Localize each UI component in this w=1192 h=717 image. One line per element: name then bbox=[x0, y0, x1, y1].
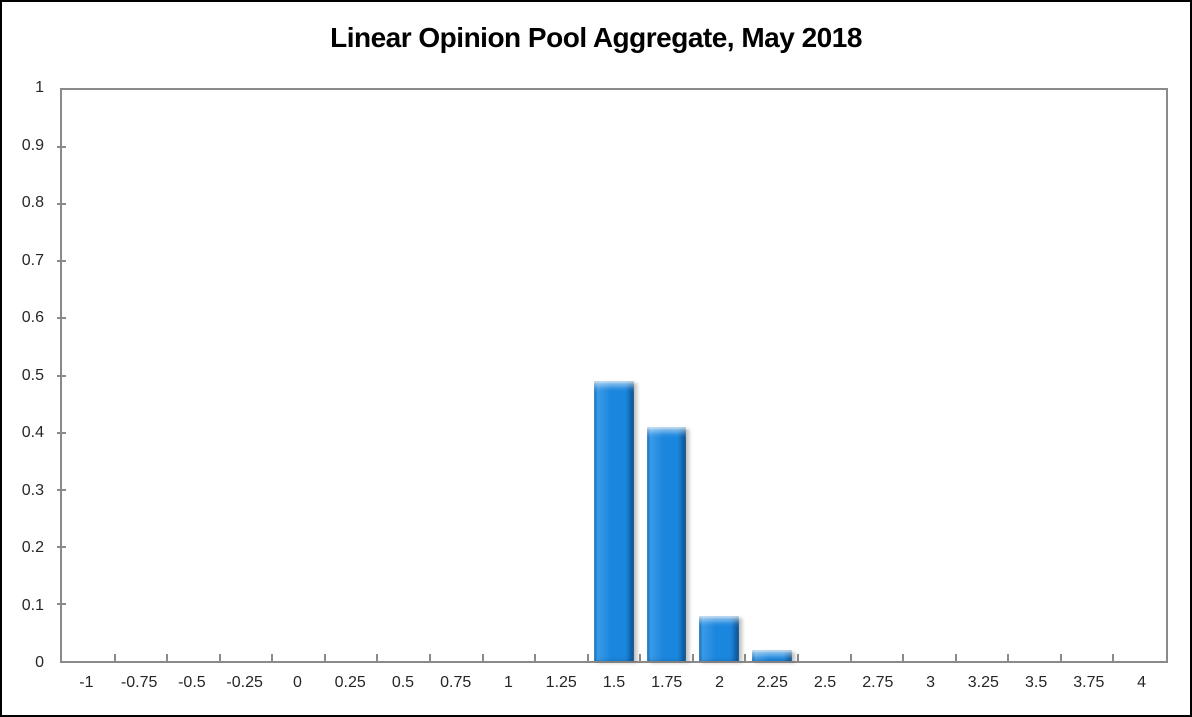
y-axis-tick-mark bbox=[57, 374, 66, 377]
x-axis-tick-label: 3.5 bbox=[1024, 674, 1048, 691]
x-axis-tick-mark bbox=[586, 654, 589, 663]
x-axis-tick-label: 0.75 bbox=[440, 674, 472, 691]
x-axis-tick-label: 2 bbox=[715, 674, 724, 691]
y-axis-tick-mark bbox=[57, 431, 66, 434]
x-axis-tick-label: 1.75 bbox=[651, 674, 683, 691]
x-axis-tick-mark bbox=[1059, 654, 1062, 663]
y-axis-tick-label: 0.3 bbox=[21, 481, 44, 499]
x-axis-tick-label: 2.5 bbox=[813, 674, 837, 691]
x-axis-labels: -1 -0.75 -0.5 -0.25 0 0.25 0.5 0.75 1 1.25 1.5 1.75… bbox=[60, 674, 1168, 698]
y-axis-tick-label: 0.9 bbox=[21, 136, 44, 154]
y-axis-tick-label: 0.4 bbox=[21, 424, 44, 441]
x-axis-tick-mark bbox=[429, 654, 431, 663]
x-axis-tick-mark bbox=[323, 654, 326, 663]
x-axis-tick-mark bbox=[376, 654, 379, 663]
y-axis-tick-mark bbox=[57, 317, 66, 320]
x-axis-tick-mark bbox=[744, 654, 747, 663]
x-axis-tick-mark bbox=[534, 654, 537, 663]
plot-area bbox=[57, 88, 1168, 663]
y-axis-tick-label: 0 bbox=[35, 654, 44, 671]
x-axis-tick-label: 4 bbox=[1137, 674, 1147, 691]
x-axis-tick-mark bbox=[271, 654, 274, 663]
y-axis-tick-label: 0.2 bbox=[21, 539, 44, 556]
x-axis-tick-label: -0.5 bbox=[178, 674, 206, 691]
y-axis-tick-mark bbox=[57, 602, 66, 605]
y-axis-tick-mark bbox=[57, 488, 66, 491]
x-axis-tick-mark bbox=[902, 654, 905, 663]
y-axis-tick-mark bbox=[57, 146, 66, 149]
x-axis-tick-label: 1.5 bbox=[602, 674, 626, 691]
x-axis-tick-mark bbox=[639, 654, 642, 663]
y-axis-labels: 0 0.1 0.2 0.3 0.4 0.5 0.6 0.7 0.8 0.9 1 bbox=[2, 79, 52, 671]
y-axis-tick-mark bbox=[57, 260, 66, 263]
y-axis-tick-mark bbox=[57, 203, 66, 206]
x-axis-tick-label: -0.25 bbox=[226, 674, 263, 691]
x-axis-tick-label: 0.25 bbox=[334, 674, 366, 691]
y-axis-tick-label: 1 bbox=[35, 79, 44, 96]
x-axis-tick-mark bbox=[1112, 654, 1115, 663]
x-axis-tick-label: 1 bbox=[504, 674, 513, 691]
x-axis-tick-label: 2.75 bbox=[862, 674, 894, 691]
x-axis-tick-mark bbox=[481, 654, 484, 663]
y-axis-tick-label: 0.5 bbox=[21, 366, 44, 384]
x-axis-tick-label: 3.25 bbox=[967, 674, 999, 691]
x-axis-tick-label: 1.25 bbox=[545, 674, 577, 691]
chart-title: Linear Opinion Pool Aggregate, May 2018 bbox=[330, 22, 862, 53]
x-axis-tick-label: -0.75 bbox=[120, 674, 158, 691]
x-axis-tick-mark bbox=[849, 654, 852, 663]
x-axis-tick-label: 3.75 bbox=[1073, 674, 1105, 691]
x-axis-tick-label: 0.5 bbox=[391, 674, 415, 691]
x-axis-tick-mark bbox=[954, 654, 957, 663]
y-axis-tick-mark bbox=[57, 545, 66, 548]
bar-1.5 bbox=[594, 381, 634, 661]
bar-2 bbox=[699, 616, 740, 661]
x-axis-tick-mark bbox=[218, 654, 221, 663]
y-axis-tick-label: 0.7 bbox=[21, 251, 44, 269]
x-axis-tick-label: 2.25 bbox=[756, 674, 788, 691]
y-axis-tick-label: 0.8 bbox=[21, 194, 44, 211]
x-axis-tick-mark bbox=[797, 654, 799, 663]
bar-1.75 bbox=[646, 426, 687, 661]
x-axis-tick-label: -1 bbox=[79, 674, 94, 691]
y-axis-tick-label: 0.1 bbox=[21, 596, 44, 614]
x-axis-tick-mark bbox=[1007, 654, 1010, 663]
x-axis-tick-label: 3 bbox=[926, 674, 936, 691]
x-axis-tick-label: 0 bbox=[292, 674, 302, 691]
x-axis-tick-mark bbox=[113, 654, 116, 663]
y-axis-tick-label: 0.6 bbox=[21, 309, 44, 326]
x-axis-tick-mark bbox=[691, 654, 694, 663]
x-axis-tick-mark bbox=[166, 654, 169, 663]
bar-2.25 bbox=[751, 649, 792, 661]
